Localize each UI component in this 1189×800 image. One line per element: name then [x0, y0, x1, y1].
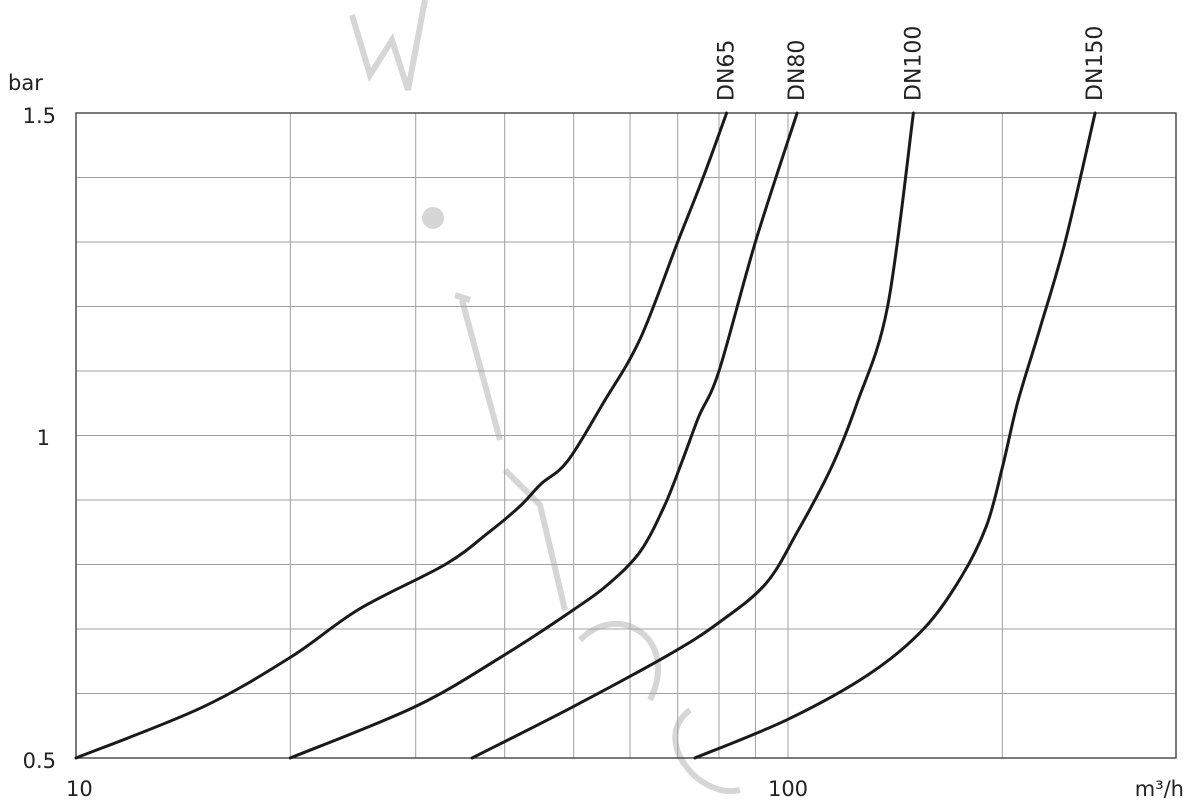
- series-label-dn100: DN100: [901, 26, 926, 101]
- series-labels: DN65 DN80 DN100 DN150: [715, 26, 1109, 101]
- y-tick-label: 1.5: [23, 104, 56, 128]
- curves: [74, 111, 1097, 760]
- x-tick-label: 100: [768, 777, 808, 800]
- x-tick-label: 10: [66, 777, 93, 800]
- series-line-dn150: [693, 111, 1097, 760]
- series-label-dn80: DN80: [785, 40, 810, 101]
- series-label-dn150: DN150: [1083, 26, 1108, 101]
- series-label-dn65: DN65: [715, 40, 740, 101]
- y-axis-unit-label: bar: [8, 71, 43, 95]
- y-tick-label: 1: [37, 426, 50, 450]
- series-line-dn100: [470, 111, 915, 760]
- axes-labels: bar m³/h 0.5 1 1.5 10 100: [8, 71, 1184, 800]
- series-line-dn80: [288, 111, 799, 760]
- y-tick-label: 0.5: [23, 749, 56, 773]
- plot-frame: [75, 112, 1177, 759]
- watermark: [349, 0, 741, 795]
- grid: [76, 113, 1176, 758]
- series-line-dn65: [74, 111, 729, 760]
- x-axis-unit-label: m³/h: [1135, 777, 1184, 800]
